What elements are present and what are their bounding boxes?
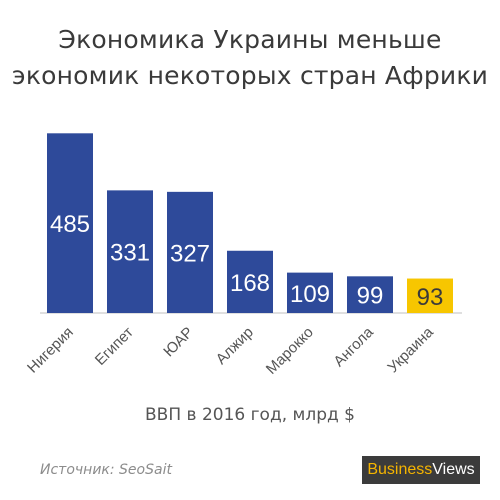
- bar-value-label-5: 109: [290, 281, 330, 308]
- bar-4: [227, 250, 273, 313]
- bar-value-label-7: 93: [417, 284, 444, 311]
- category-label-2: Египет: [92, 324, 137, 369]
- category-label-6: Ангола: [330, 323, 377, 370]
- bar-3: [167, 191, 213, 313]
- chart-title-line-2: экономик некоторых стран Африки: [11, 61, 489, 90]
- brand-logo-part-2: Views: [432, 461, 475, 478]
- bar-5: [287, 272, 333, 313]
- chart-title: Экономика Украины меньше экономик некото…: [0, 22, 500, 94]
- bar-value-label-2: 331: [110, 240, 150, 267]
- bar-value-label-6: 99: [357, 283, 384, 310]
- category-label-1: Нигерия: [24, 324, 77, 377]
- bar-value-label-4: 168: [230, 270, 270, 297]
- bar-7: [407, 278, 453, 313]
- bar-6: [347, 276, 393, 313]
- bar-value-label-1: 485: [50, 211, 90, 238]
- source-note: Источник: SeoSait: [40, 462, 172, 478]
- category-label-7: Украина: [384, 323, 437, 376]
- bar-1: [47, 133, 93, 313]
- category-label-4: Алжир: [213, 324, 257, 368]
- chart-title-line-1: Экономика Украины меньше: [58, 25, 442, 54]
- category-label-5: Марокко: [263, 324, 317, 378]
- category-label-3: ЮАР: [160, 324, 197, 361]
- bar-2: [107, 190, 153, 313]
- bar-value-label-3: 327: [170, 240, 210, 267]
- brand-logo-part-1: Business: [367, 461, 433, 478]
- x-axis-label: ВВП в 2016 год, млрд $: [145, 405, 355, 425]
- brand-logo: BusinessViews: [362, 456, 480, 484]
